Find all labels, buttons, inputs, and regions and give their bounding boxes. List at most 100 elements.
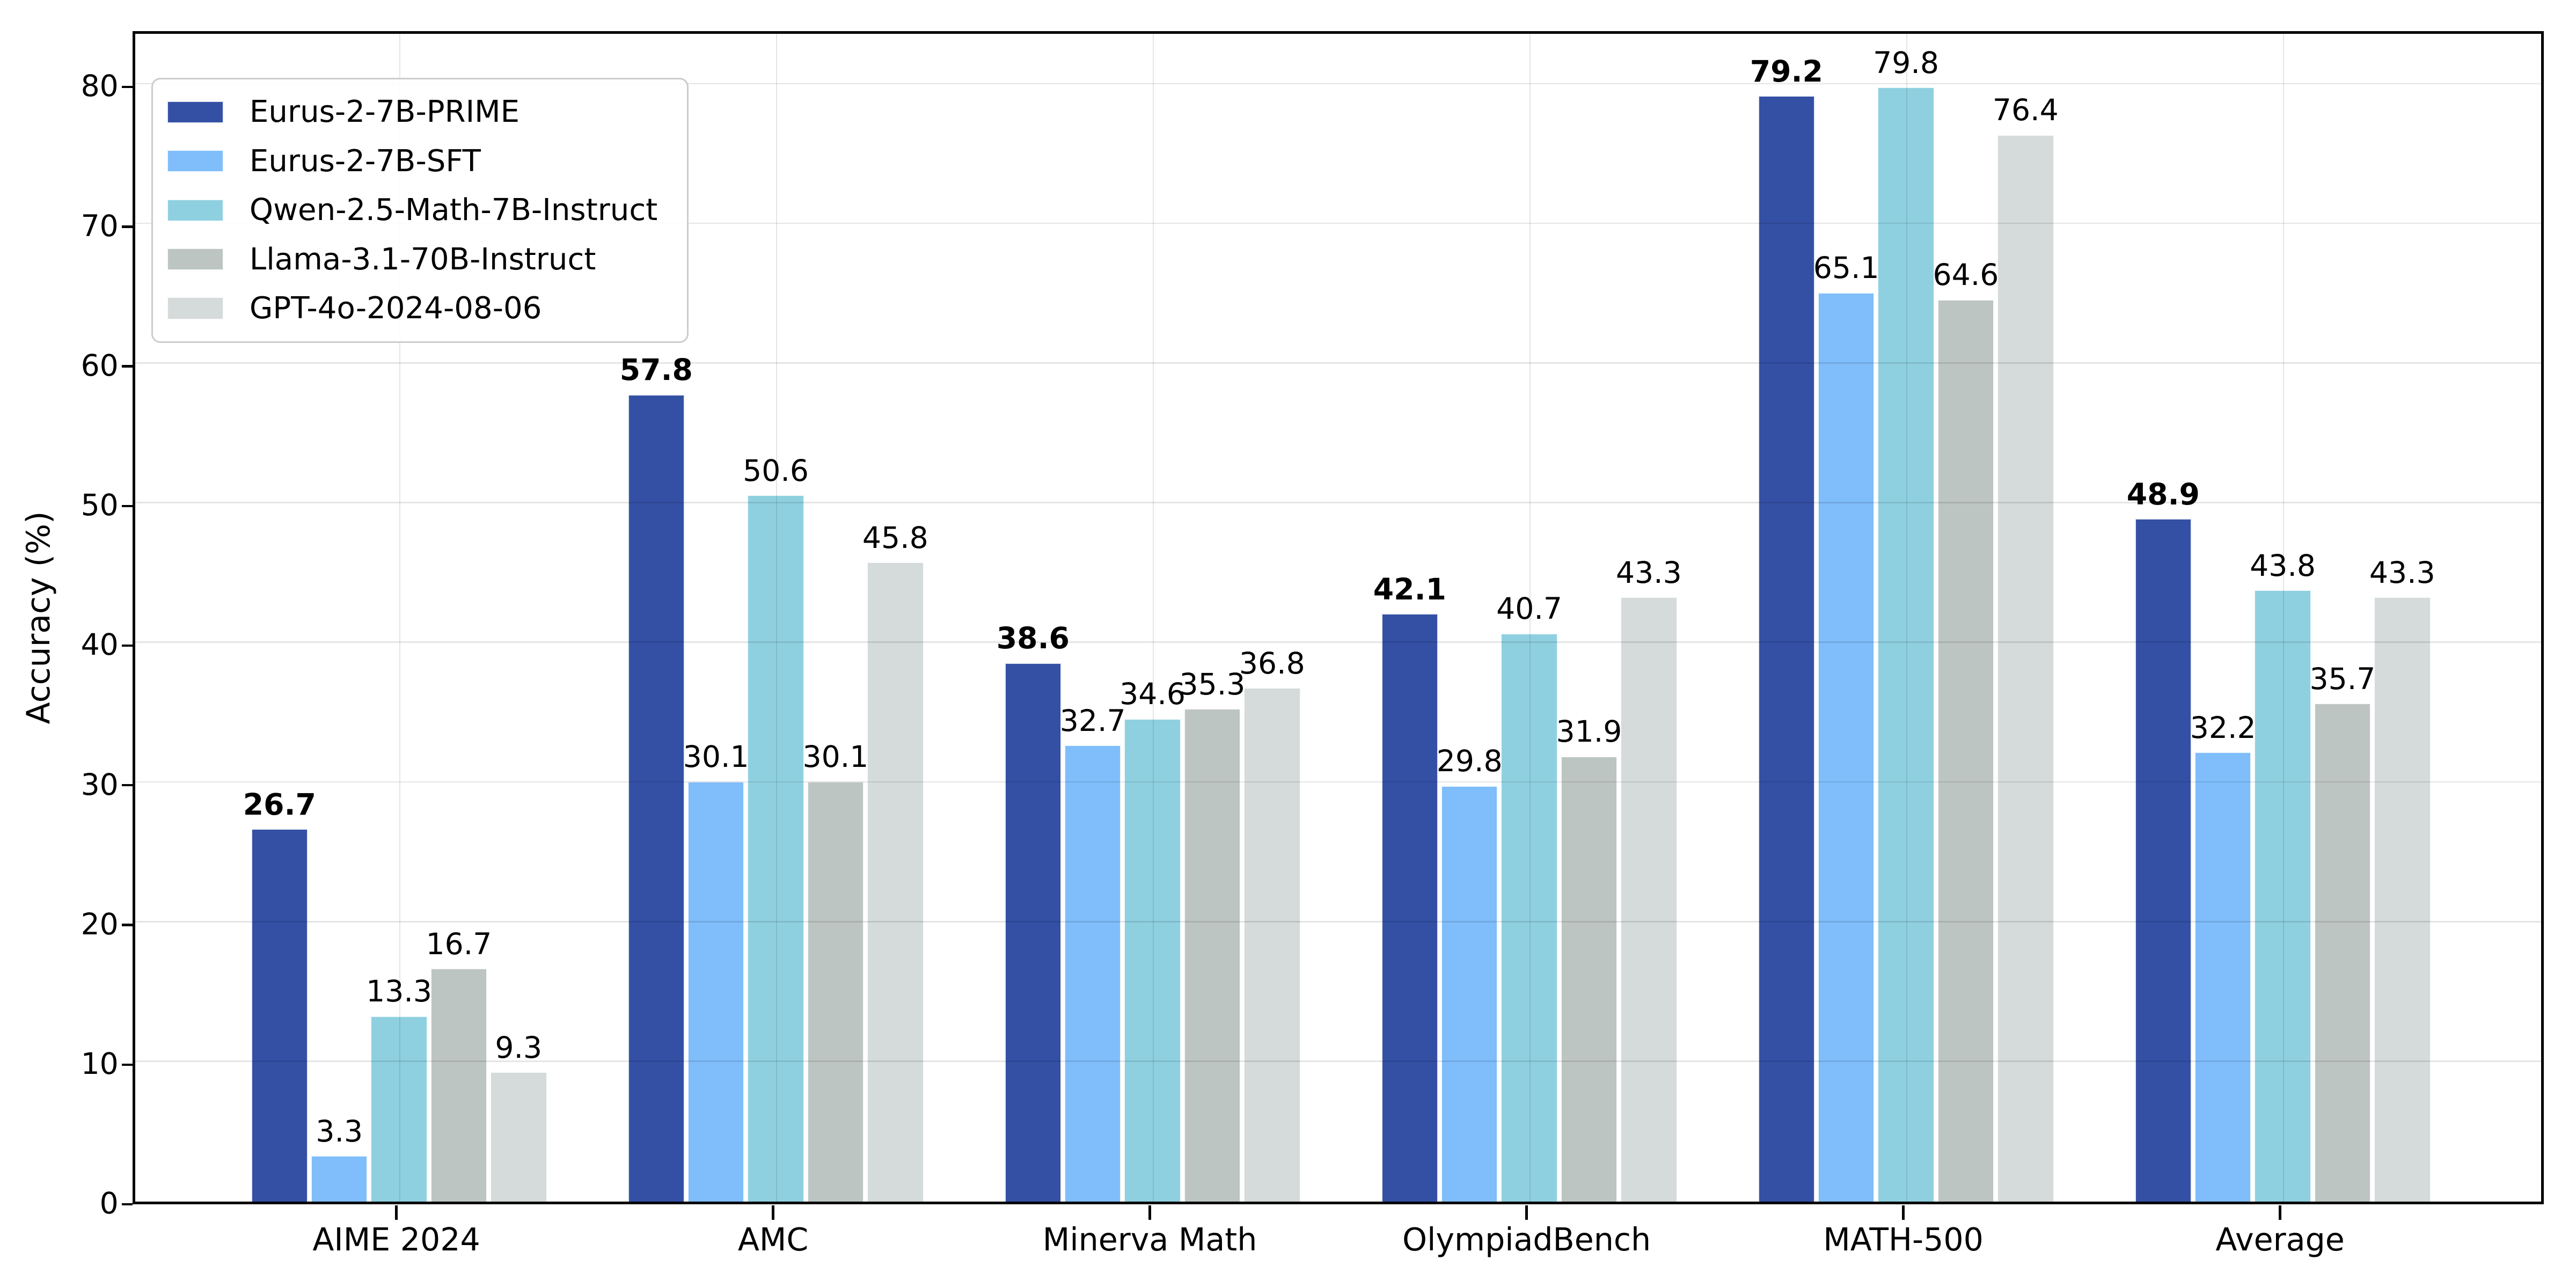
legend-item: GPT-4o-2024-08-06 bbox=[167, 291, 657, 326]
bar-value-label: 9.3 bbox=[495, 1030, 543, 1065]
y-tick-label: 10 bbox=[80, 1046, 119, 1081]
gridline-h bbox=[135, 1060, 2541, 1062]
legend-swatch bbox=[167, 150, 224, 173]
bar-value-label: 42.1 bbox=[1373, 572, 1446, 607]
y-tick-label: 50 bbox=[80, 488, 119, 523]
gridline-v bbox=[775, 34, 778, 1202]
legend-swatch bbox=[167, 297, 224, 320]
x-tick-mark bbox=[2279, 1205, 2281, 1220]
bar-value-label: 32.2 bbox=[2190, 711, 2256, 745]
y-tick-mark bbox=[122, 365, 133, 368]
bar-value-label: 34.6 bbox=[1119, 677, 1186, 712]
bar bbox=[370, 1015, 428, 1202]
bar-value-label: 43.3 bbox=[1615, 555, 1682, 590]
bar bbox=[1877, 87, 1935, 1202]
y-tick-mark bbox=[122, 784, 133, 787]
bar bbox=[687, 781, 745, 1202]
legend-label: Llama-3.1-70B-Instruct bbox=[249, 241, 596, 277]
x-category-label: AMC bbox=[737, 1221, 809, 1258]
bar bbox=[1124, 718, 1181, 1202]
legend-item: Qwen-2.5-Math-7B-Instruct bbox=[167, 193, 657, 228]
bar-value-label: 65.1 bbox=[1813, 251, 1879, 286]
y-tick-mark bbox=[122, 504, 133, 507]
bar-value-label: 76.4 bbox=[1992, 93, 2059, 128]
bar-value-label: 43.3 bbox=[2369, 555, 2435, 590]
bar-value-label: 13.3 bbox=[366, 975, 433, 1009]
bar bbox=[2134, 518, 2192, 1202]
x-category-label: AIME 2024 bbox=[312, 1221, 480, 1258]
bar bbox=[747, 495, 804, 1202]
gridline-h bbox=[135, 502, 2541, 503]
gridline-v bbox=[1906, 34, 1908, 1202]
bar-value-label: 79.8 bbox=[1873, 46, 1940, 80]
x-category-label: MATH-500 bbox=[1823, 1221, 1984, 1258]
y-tick-label: 80 bbox=[80, 69, 119, 104]
bar-value-label: 30.1 bbox=[683, 740, 749, 775]
y-tick-mark bbox=[122, 1203, 133, 1206]
bar-value-label: 36.8 bbox=[1239, 646, 1305, 681]
bar bbox=[1183, 708, 1241, 1202]
bar bbox=[2194, 752, 2252, 1202]
bar bbox=[251, 829, 309, 1202]
bar bbox=[1560, 756, 1618, 1202]
gridline-h bbox=[135, 222, 2541, 224]
bar bbox=[1381, 613, 1439, 1202]
gridline-v bbox=[1152, 34, 1154, 1202]
gridline-h bbox=[135, 83, 2541, 85]
y-tick-mark bbox=[122, 644, 133, 647]
bar-value-label: 38.6 bbox=[996, 621, 1070, 656]
y-tick-mark bbox=[122, 225, 133, 228]
y-tick-mark bbox=[122, 924, 133, 926]
legend-label: GPT-4o-2024-08-06 bbox=[249, 291, 542, 326]
bar-value-label: 50.6 bbox=[743, 453, 809, 488]
bar bbox=[627, 394, 685, 1202]
x-category-label: OlympiadBench bbox=[1402, 1221, 1651, 1258]
y-axis-label: Accuracy (%) bbox=[20, 511, 57, 724]
bar-value-label: 79.2 bbox=[1750, 54, 1823, 89]
x-tick-mark bbox=[1525, 1205, 1528, 1220]
bar-value-label: 35.7 bbox=[2309, 662, 2376, 697]
legend-swatch bbox=[167, 199, 224, 222]
y-tick-label: 60 bbox=[80, 348, 119, 383]
x-tick-mark bbox=[1902, 1205, 1905, 1220]
y-tick-label: 20 bbox=[80, 907, 119, 942]
gridline-h bbox=[135, 641, 2541, 643]
bar-value-label: 3.3 bbox=[316, 1114, 363, 1149]
bar bbox=[867, 562, 924, 1202]
x-tick-mark bbox=[772, 1205, 774, 1220]
plot-area: 26.7 3.3 13.3 16.7 9.3 57.8 30.1 50.6 30.1 45.8 38… bbox=[133, 31, 2544, 1204]
y-tick-label: 40 bbox=[80, 628, 119, 663]
x-tick-mark bbox=[395, 1205, 398, 1220]
legend-swatch bbox=[167, 100, 224, 124]
x-category-label: Average bbox=[2215, 1221, 2345, 1258]
bar-value-label: 40.7 bbox=[1496, 592, 1563, 627]
bar bbox=[1064, 745, 1122, 1202]
gridline-v bbox=[1529, 34, 1531, 1202]
legend-item: Eurus-2-7B-SFT bbox=[167, 144, 657, 179]
gridline-h bbox=[135, 920, 2541, 923]
legend-swatch bbox=[167, 248, 224, 271]
bar bbox=[1937, 299, 1995, 1202]
bar bbox=[490, 1071, 547, 1202]
gridline-h bbox=[135, 781, 2541, 783]
y-tick-label: 0 bbox=[99, 1187, 119, 1221]
bar-value-label: 31.9 bbox=[1556, 715, 1622, 750]
bar-value-label: 64.6 bbox=[1933, 258, 1999, 293]
bar-value-label: 45.8 bbox=[862, 521, 928, 555]
bar bbox=[1004, 662, 1062, 1202]
legend-label: Eurus-2-7B-SFT bbox=[249, 143, 481, 179]
x-category-label: Minerva Math bbox=[1042, 1221, 1257, 1258]
legend-label: Qwen-2.5-Math-7B-Instruct bbox=[249, 193, 658, 228]
bar-value-label: 57.8 bbox=[619, 353, 693, 388]
bar bbox=[807, 781, 865, 1202]
gridline-h bbox=[135, 362, 2541, 364]
bar bbox=[2314, 702, 2372, 1202]
bar-value-label: 29.8 bbox=[1436, 744, 1503, 779]
bar bbox=[1243, 687, 1301, 1202]
bar bbox=[2374, 597, 2431, 1202]
gridline-v bbox=[399, 34, 401, 1202]
bar bbox=[1758, 95, 1816, 1202]
y-tick-mark bbox=[122, 86, 133, 89]
x-tick-mark bbox=[1148, 1205, 1151, 1220]
